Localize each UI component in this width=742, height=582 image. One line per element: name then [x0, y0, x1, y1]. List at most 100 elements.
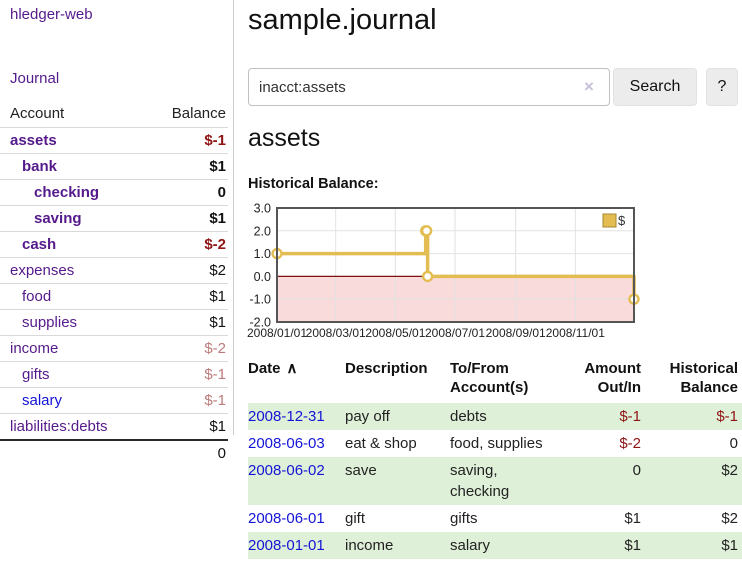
sort-ascending-icon: ∧ [286, 360, 298, 377]
account-balance: $1 [138, 413, 228, 441]
account-row: bank $1 [0, 153, 228, 180]
sidebar-item-journal[interactable]: Journal [10, 70, 60, 87]
account-row: checking 0 [0, 179, 228, 206]
account-balance: $-1 [138, 361, 228, 388]
column-header-date[interactable]: Date ∧ [248, 360, 298, 377]
account-link[interactable]: food [22, 288, 52, 305]
accounts-header-balance: Balance [138, 101, 228, 128]
transaction-row: 2008-06-02 save saving, checking 0 $2 [248, 457, 742, 505]
transaction-date-link[interactable]: 2008-06-02 [248, 462, 325, 479]
column-header-accounts[interactable]: To/From Account(s) [450, 360, 529, 396]
account-balance: $-2 [138, 335, 228, 362]
transaction-accounts: gifts [450, 510, 478, 527]
transaction-row: 2008-12-31 pay off debts $-1 $-1 [248, 403, 742, 430]
account-link[interactable]: checking [34, 184, 100, 201]
balance-chart-container[interactable]: $3.0 2.0 1.0 0.0 -1.0 -2.0 2008/01/01 2008/03/0… [247, 202, 742, 350]
column-header-description[interactable]: Description [345, 360, 428, 377]
clear-search-icon[interactable]: × [584, 77, 594, 96]
account-balance: $2 [138, 257, 228, 284]
main-content: sample.journal × Search ? assets Histori… [247, 0, 742, 582]
account-balance: $1 [138, 309, 228, 336]
chart-ytick-label: 1.0 [254, 247, 271, 261]
chart-xtick-label: 2008/09/01 [486, 326, 546, 340]
transaction-date-link[interactable]: 2008-06-01 [248, 510, 325, 527]
transaction-date-link[interactable]: 2008-06-03 [248, 435, 325, 452]
account-link[interactable]: saving [34, 210, 82, 227]
transaction-row: 2008-06-01 gift gifts $1 $2 [248, 505, 742, 532]
balance-chart[interactable]: $3.0 2.0 1.0 0.0 -1.0 -2.02008/01/012008/03/0… [247, 202, 742, 350]
accounts-header-row: Account Balance [0, 101, 228, 128]
transaction-amount: $-2 [619, 435, 641, 452]
accounts-table-body: Account Balance assets $-1 bank $1 checking 0… [0, 101, 228, 441]
register-table: Date ∧ Description To/From Account(s) Amo… [248, 355, 742, 559]
transaction-row: 2008-01-01 income salary $1 $1 [248, 532, 742, 559]
account-row: expenses $2 [0, 257, 228, 284]
account-row: supplies $1 [0, 309, 228, 336]
chart-xtick-label: 2008/01/01 [247, 326, 307, 340]
help-button[interactable]: ? [706, 68, 738, 106]
account-link[interactable]: supplies [22, 314, 78, 331]
account-row: liabilities:debts $1 [0, 413, 228, 441]
account-balance: $1 [138, 205, 228, 232]
chart-data-point [421, 270, 434, 283]
app-brand-link[interactable]: hledger-web [10, 6, 93, 23]
account-link[interactable]: cash [22, 236, 57, 253]
transaction-date-link[interactable]: 2008-12-31 [248, 408, 325, 425]
account-link[interactable]: bank [22, 158, 58, 175]
chart-data-point [420, 225, 433, 237]
chart-ytick-label: -2.0 [249, 316, 271, 330]
chart-border [276, 207, 635, 323]
search-input[interactable] [248, 68, 610, 106]
chart-xtick-label: 2008/07/01 [425, 326, 485, 340]
transaction-balance: $-1 [716, 408, 738, 425]
chart-legend-swatch [602, 213, 617, 228]
transaction-description: pay off [345, 408, 390, 425]
account-link[interactable]: salary [22, 392, 63, 409]
sidebar-divider [233, 0, 234, 435]
transaction-amount: $1 [624, 537, 641, 554]
accounts-total-row: 0 [0, 439, 228, 466]
transaction-accounts: debts [450, 408, 487, 425]
chart-ytick-label: 0.0 [254, 270, 271, 284]
account-balance: $-1 [138, 127, 228, 154]
transaction-date-link[interactable]: 2008-01-01 [248, 537, 325, 554]
column-header-balance[interactable]: Historical Balance [669, 360, 738, 396]
transaction-amount: $1 [624, 510, 641, 527]
chart-ytick-label: 2.0 [254, 224, 271, 238]
register-table-body: 2008-12-31 pay off debts $-1 $-1 2008-06-03 ea… [248, 403, 742, 559]
transaction-accounts: salary [450, 537, 491, 554]
transaction-balance: $2 [721, 462, 738, 479]
accounts-total-balance: 0 [138, 439, 228, 466]
transaction-balance: $1 [721, 537, 738, 554]
page-title: sample.journal [248, 4, 437, 36]
account-heading: assets [248, 124, 321, 152]
transaction-description: gift [345, 510, 366, 527]
account-link[interactable]: liabilities:debts [10, 418, 108, 435]
accounts-header-account: Account [0, 101, 138, 128]
account-row: salary $-1 [0, 387, 228, 414]
chart-title: Historical Balance: [248, 176, 379, 192]
chart-xtick-label: 2008/03/01 [306, 326, 366, 340]
account-balance: $1 [138, 283, 228, 310]
account-link[interactable]: expenses [10, 262, 75, 279]
account-link[interactable]: income [10, 340, 59, 357]
account-row: assets $-1 [0, 127, 228, 154]
chart-xtick-label: 2008/11/01 [546, 326, 605, 340]
column-header-amount[interactable]: Amount Out/In [584, 360, 641, 396]
account-balance: 0 [138, 179, 228, 206]
transaction-accounts: food, supplies [450, 435, 543, 452]
transaction-description: save [345, 462, 377, 479]
search-bar: × Search ? [248, 68, 742, 106]
account-balance: $-2 [138, 231, 228, 258]
account-link[interactable]: gifts [22, 366, 50, 383]
transaction-description: eat & shop [345, 435, 417, 452]
register-header-row: Date ∧ Description To/From Account(s) Amo… [248, 355, 742, 403]
search-button[interactable]: Search [613, 68, 697, 106]
account-row: income $-2 [0, 335, 228, 362]
account-row: food $1 [0, 283, 228, 310]
transaction-balance: 0 [729, 435, 738, 452]
account-link[interactable]: assets [10, 132, 57, 149]
chart-xtick-label: 2008/05/01 [365, 326, 425, 340]
accounts-table: Account Balance assets $-1 bank $1 checking 0… [0, 101, 228, 466]
transaction-accounts: saving, checking [450, 462, 510, 500]
